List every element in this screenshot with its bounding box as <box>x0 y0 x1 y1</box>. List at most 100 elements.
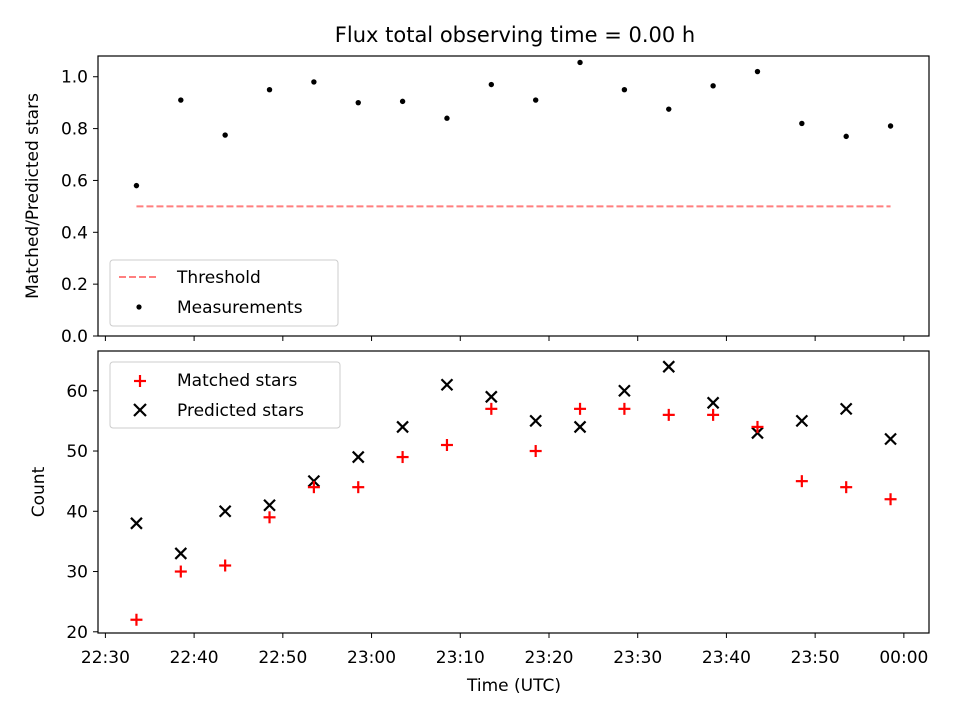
x-tick-label: 22:30 <box>81 648 130 668</box>
predicted-marker-stroke <box>440 378 454 392</box>
predicted-legend-swatch <box>133 403 147 417</box>
count-y-tick-label: 20 <box>66 623 88 643</box>
measurement-point <box>355 99 361 106</box>
measurement-point <box>399 98 406 105</box>
matched-star-marker <box>707 408 720 421</box>
matched-star-marker <box>440 439 453 451</box>
predicted-marker-stroke <box>618 384 631 398</box>
predicted-marker-stroke <box>573 420 587 434</box>
matched-star-marker <box>662 408 675 421</box>
measurements-legend-label: Measurements <box>177 298 303 318</box>
predicted-star-marker <box>706 396 720 410</box>
predicted-marker-stroke <box>218 505 232 518</box>
matched-star-marker <box>884 493 897 506</box>
matched-star-marker <box>574 402 587 415</box>
predicted-star-marker <box>662 360 676 373</box>
predicted-marker-stroke <box>884 432 897 446</box>
measurement-point <box>887 123 894 129</box>
measurement-point <box>843 133 849 140</box>
ratio-y-axis-label: Matched/Predicted stars <box>23 93 43 299</box>
matched-legend-swatch <box>134 375 146 387</box>
x-tick-label: 22:50 <box>258 648 307 668</box>
ratio-legend-box <box>109 259 339 327</box>
predicted-star-marker <box>839 402 853 416</box>
matched-star-marker <box>174 565 187 578</box>
measurement-point <box>222 132 228 138</box>
predicted-marker-stroke <box>307 474 321 488</box>
ratio-y-tick-label: 0.0 <box>61 327 88 347</box>
predicted-marker-stroke <box>751 426 764 440</box>
ratio-y-tick-label: 0.2 <box>61 275 88 295</box>
measurement-point <box>621 87 628 93</box>
measurement-point <box>178 97 184 103</box>
measurement-point <box>666 106 672 112</box>
threshold-legend-label: Threshold <box>176 268 261 288</box>
matched-star-marker <box>396 451 409 464</box>
x-tick-label: 23:10 <box>436 648 485 668</box>
count-y-tick-label: 50 <box>66 442 88 462</box>
measurements-legend-swatch <box>136 304 142 310</box>
predicted-marker-stroke <box>130 517 143 530</box>
matched-star-marker <box>219 559 232 572</box>
matched-star-marker <box>529 445 542 458</box>
matched-star-marker <box>307 481 320 494</box>
matched-legend-label: Matched stars <box>177 371 297 391</box>
matched-star-marker <box>840 481 853 494</box>
measurement-point <box>799 120 805 127</box>
ratio-plot-frame <box>97 55 930 337</box>
figure-title: Flux total observing time = 0.00 h <box>335 23 695 47</box>
predicted-marker-stroke <box>529 414 542 428</box>
x-tick-label: 23:50 <box>791 648 840 668</box>
measurement-point <box>311 79 317 85</box>
predicted-star-marker <box>351 450 365 464</box>
x-tick-label: 23:30 <box>613 648 662 668</box>
matched-star-marker <box>130 613 143 626</box>
predicted-star-marker <box>440 378 454 392</box>
predicted-legend-label: Predicted stars <box>177 401 304 421</box>
count-panel: 20 30 40 50 60 22:30 22:40 22:50 23:00 23:10 23:2… <box>29 350 930 696</box>
ratio-y-tick-label: 0.8 <box>61 120 88 140</box>
matched-star-marker <box>618 402 631 415</box>
ratio-y-tick-label: 0.4 <box>61 223 88 243</box>
predicted-marker-stroke <box>174 547 188 560</box>
predicted-star-marker <box>485 390 498 404</box>
predicted-star-marker <box>795 414 809 428</box>
predicted-star-marker <box>174 547 188 560</box>
count-legend-box <box>109 361 341 429</box>
predicted-star-marker <box>884 432 897 446</box>
predicted-marker-stroke <box>795 414 809 428</box>
measurement-point <box>444 115 450 121</box>
count-y-tick-label: 60 <box>66 382 88 402</box>
x-tick-label: 23:20 <box>524 648 573 668</box>
count-y-axis-label: Count <box>29 466 49 517</box>
x-tick-label: 00:00 <box>879 648 928 668</box>
measurement-point <box>710 83 716 89</box>
predicted-marker-stroke <box>485 390 498 404</box>
measurement-point <box>266 87 273 93</box>
matched-star-marker <box>795 475 808 488</box>
count-plot-frame <box>97 350 930 634</box>
x-tick-label: 23:40 <box>702 648 751 668</box>
predicted-star-marker <box>396 420 409 434</box>
predicted-star-marker <box>218 505 232 518</box>
predicted-star-marker <box>751 426 764 440</box>
predicted-star-marker <box>618 384 631 398</box>
x-axis-label: Time (UTC) <box>466 676 561 696</box>
x-tick-label: 22:40 <box>170 648 219 668</box>
ratio-y-tick-label: 0.6 <box>61 171 88 191</box>
predicted-star-marker <box>130 517 143 530</box>
matched-star-marker <box>751 420 764 433</box>
predicted-marker-stroke <box>706 396 720 410</box>
x-tick-label: 23:00 <box>347 648 396 668</box>
measurement-point <box>577 59 583 66</box>
predicted-marker-stroke <box>263 498 276 512</box>
predicted-marker-stroke <box>839 402 853 416</box>
measurement-point <box>532 97 539 103</box>
ratio-panel: 0.0 0.2 0.4 0.6 0.8 1.0 Matched/Predicted sta… <box>23 55 930 347</box>
predicted-marker-stroke <box>662 360 676 373</box>
count-y-tick-label: 30 <box>66 563 88 583</box>
matched-star-marker <box>352 481 365 494</box>
ratio-y-tick-label: 1.0 <box>61 68 88 88</box>
predicted-star-marker <box>263 498 276 512</box>
